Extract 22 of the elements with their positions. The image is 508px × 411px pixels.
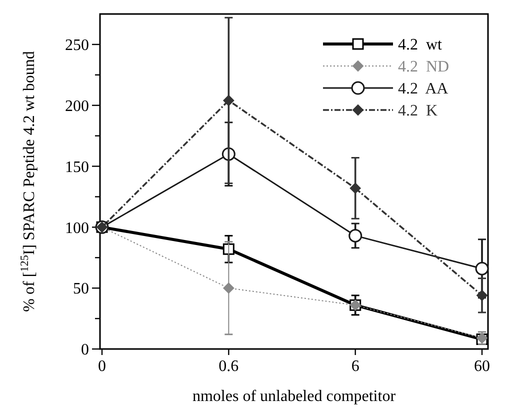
point bbox=[223, 282, 234, 294]
legend-label: 4.2 wt bbox=[398, 36, 443, 54]
y-tick-label: 100 bbox=[65, 220, 89, 237]
legend-label: 4.2 AA bbox=[398, 80, 449, 98]
x-tick-label: 60 bbox=[474, 358, 490, 375]
x-tick-label: 0 bbox=[98, 358, 106, 375]
y-tick-label: 150 bbox=[65, 158, 89, 176]
point bbox=[475, 262, 489, 276]
x-axis-title: nmoles of unlabeled competitor bbox=[192, 388, 396, 405]
point bbox=[350, 182, 361, 194]
y-tick-label: 0 bbox=[81, 342, 89, 359]
point bbox=[348, 228, 362, 242]
y-tick-label: 250 bbox=[65, 37, 89, 54]
x-tick-label: 0.6 bbox=[218, 358, 239, 375]
y-tick-label: 50 bbox=[73, 280, 89, 298]
point bbox=[223, 94, 234, 106]
y-tick-label: 200 bbox=[65, 98, 89, 115]
x-tick-label: 6 bbox=[351, 358, 360, 375]
legend-label: 4.2 K bbox=[398, 102, 438, 120]
point bbox=[476, 290, 488, 301]
point bbox=[222, 243, 234, 255]
legend-label: 4.2 ND bbox=[398, 58, 450, 76]
